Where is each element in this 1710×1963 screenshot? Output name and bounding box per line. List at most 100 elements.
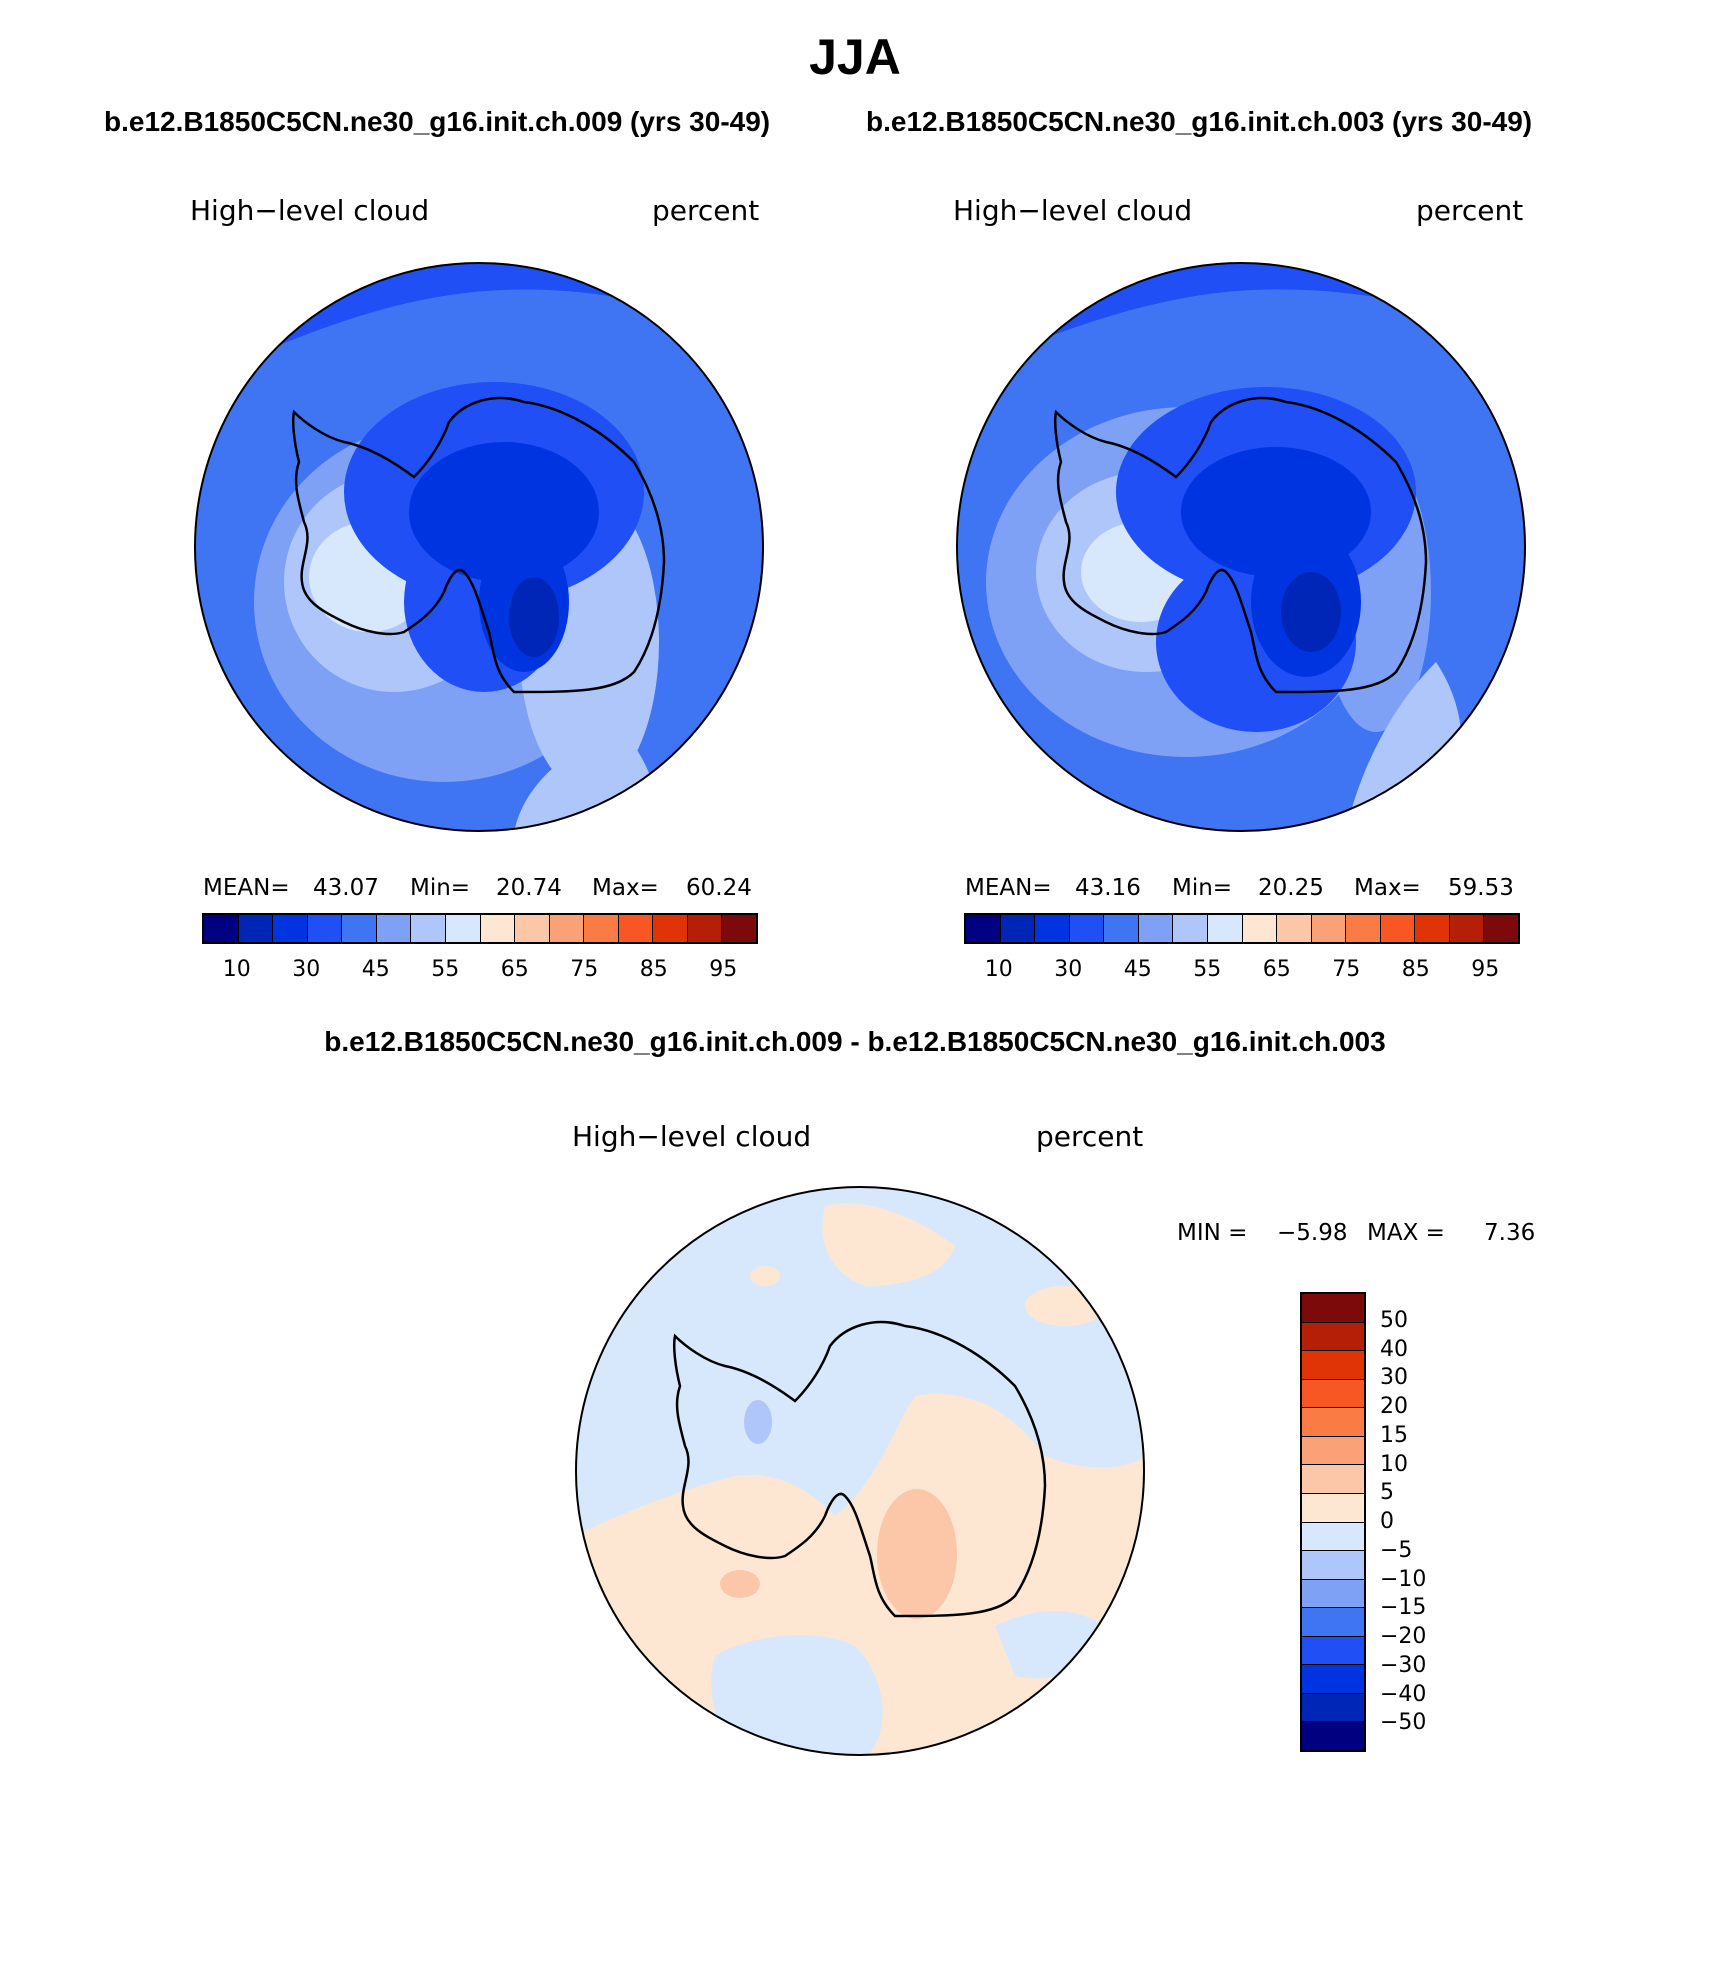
panel-1-colorbar (202, 913, 758, 944)
panel-2-map-border (956, 262, 1526, 832)
difference-max-label: MAX = (1367, 1220, 1445, 1246)
panel-2-colorbar-swatch (1242, 915, 1278, 942)
panel-1-colorbar-swatch (445, 915, 481, 942)
difference-colorbar-swatch (1302, 1322, 1364, 1352)
panel-2-colorbar-swatch (1207, 915, 1243, 942)
panel-1-colorbar-tick-label: 30 (292, 957, 321, 982)
panel-1-colorbar-swatch (687, 915, 723, 942)
panel-1-colorbar-tick-label: 65 (500, 957, 529, 982)
panel-1-mean-value: 43.07 (313, 875, 379, 901)
difference-colorbar-swatch (1302, 1465, 1364, 1494)
panel-1-colorbar-tick-label: 95 (709, 957, 738, 982)
panel-1-colorbar-swatch (549, 915, 585, 942)
panel-2-colorbar-swatch (1277, 915, 1312, 942)
panel-2-colorbar (964, 913, 1520, 944)
panel-1-colorbar-tick-label: 45 (361, 957, 390, 982)
difference-colorbar-tick-label: 40 (1380, 1336, 1408, 1362)
panel-2-colorbar-tick-label: 55 (1193, 957, 1222, 982)
difference-colorbar-tick-label: 30 (1380, 1365, 1408, 1391)
panel-2-colorbar-tick-label: 65 (1262, 957, 1291, 982)
panel-2-mean-value: 43.16 (1075, 875, 1141, 901)
panel-2-colorbar-swatch (1000, 915, 1036, 942)
panel-2-colorbar-swatch (1346, 915, 1381, 942)
difference-colorbar-tick-label: −5 (1380, 1537, 1413, 1563)
difference-map-border (575, 1186, 1145, 1756)
difference-colorbar-swatch (1302, 1408, 1364, 1437)
panel-2-colorbar-swatch (1484, 915, 1518, 942)
panel-1-colorbar-tick-label: 85 (639, 957, 668, 982)
panel-2-colorbar-swatch (1380, 915, 1416, 942)
panel-1-colorbar-swatch (515, 915, 550, 942)
panel-1-map-border (194, 262, 764, 832)
difference-colorbar-tick-label: −15 (1380, 1595, 1427, 1621)
panel-2-colorbar-swatch (966, 915, 1001, 942)
panel-2-colorbar-swatch (1449, 915, 1485, 942)
panel-2-map (956, 262, 1526, 832)
difference-min-label: MIN = (1177, 1220, 1248, 1246)
difference-map (575, 1186, 1145, 1756)
panel-2-colorbar-tick-label: 45 (1123, 957, 1152, 982)
panel-1-colorbar-tick-label: 55 (431, 957, 460, 982)
panel-2-min-label: Min= (1172, 875, 1233, 901)
difference-colorbar-swatch (1302, 1493, 1364, 1523)
panel-2-colorbar-swatch (1138, 915, 1174, 942)
panel-2-min-value: 20.25 (1258, 875, 1324, 901)
difference-antarctica-coastline (672, 1320, 1047, 1618)
difference-colorbar-tick-label: 15 (1380, 1422, 1408, 1448)
difference-colorbar-tick-label: 5 (1380, 1480, 1394, 1506)
panel-1-colorbar-tick-label: 10 (222, 957, 251, 982)
panel-1-min-label: Min= (410, 875, 471, 901)
difference-colorbar-swatch (1302, 1636, 1364, 1666)
panel-1-colorbar-swatch (342, 915, 377, 942)
panel-1-colorbar-swatch (411, 915, 446, 942)
page-title: JJA (809, 29, 901, 85)
difference-colorbar-swatch (1302, 1665, 1364, 1694)
panel-2-colorbar-swatch (1173, 915, 1208, 942)
difference-colorbar-tick-label: 50 (1380, 1307, 1408, 1333)
difference-colorbar-swatch (1302, 1294, 1364, 1323)
panel-1-variable-label: High−level cloud (190, 194, 430, 227)
difference-colorbar-tick-label: −20 (1380, 1624, 1427, 1649)
panel-2-colorbar-tick-label: 85 (1401, 957, 1430, 982)
panel-1-colorbar-swatch (618, 915, 654, 942)
difference-max-value: 7.36 (1484, 1220, 1536, 1246)
panel-1-max-label: Max= (592, 875, 659, 901)
difference-colorbar-swatch (1302, 1379, 1364, 1409)
difference-colorbar-swatch (1302, 1608, 1364, 1637)
difference-colorbar-swatch (1302, 1722, 1364, 1750)
difference-colorbar-swatch (1302, 1579, 1364, 1609)
panel-2-colorbar-swatch (1104, 915, 1139, 942)
panel-1-colorbar-swatch (376, 915, 412, 942)
difference-colorbar-tick-label: −30 (1380, 1652, 1427, 1678)
difference-colorbar (1300, 1292, 1366, 1752)
difference-colorbar-swatch (1302, 1351, 1364, 1380)
panel-1-colorbar-swatch (307, 915, 343, 942)
difference-colorbar-swatch (1302, 1693, 1364, 1723)
panel-1-colorbar-swatch (653, 915, 688, 942)
panel-1-colorbar-swatch (480, 915, 516, 942)
difference-colorbar-tick-label: −40 (1380, 1681, 1427, 1707)
panel-2-colorbar-tick-label: 95 (1471, 957, 1500, 982)
panel-2-units-label: percent (1416, 194, 1524, 227)
panel-1-max-value: 60.24 (686, 875, 752, 901)
difference-colorbar-tick-label: 10 (1380, 1451, 1408, 1477)
panel-2-mean-label: MEAN= (965, 875, 1052, 901)
difference-colorbar-tick-label: −10 (1380, 1566, 1427, 1592)
panel-2-colorbar-tick-label: 75 (1332, 957, 1361, 982)
panel-1-colorbar-swatch (238, 915, 274, 942)
panel-1-units-label: percent (652, 194, 760, 227)
panel-1-antarctica-coastline (291, 396, 666, 694)
difference-colorbar-tick-label: 20 (1380, 1394, 1408, 1419)
panel-2-antarctica-coastline (1053, 396, 1428, 694)
panel-2-colorbar-swatch (1069, 915, 1105, 942)
panel-1-colorbar-swatch (584, 915, 619, 942)
panel-1-colorbar-tick-label: 75 (570, 957, 599, 982)
panel-2-max-value: 59.53 (1448, 875, 1514, 901)
panel-1-min-value: 20.74 (496, 875, 562, 901)
difference-colorbar-swatch (1302, 1522, 1364, 1552)
panel-1-map (194, 262, 764, 832)
difference-colorbar-swatch (1302, 1436, 1364, 1466)
panel-2-variable-label: High−level cloud (953, 194, 1193, 227)
difference-title: b.e12.B1850C5CN.ne30_g16.init.ch.009 - b… (324, 1026, 1386, 1057)
panel-2-colorbar-tick-label: 30 (1054, 957, 1083, 982)
